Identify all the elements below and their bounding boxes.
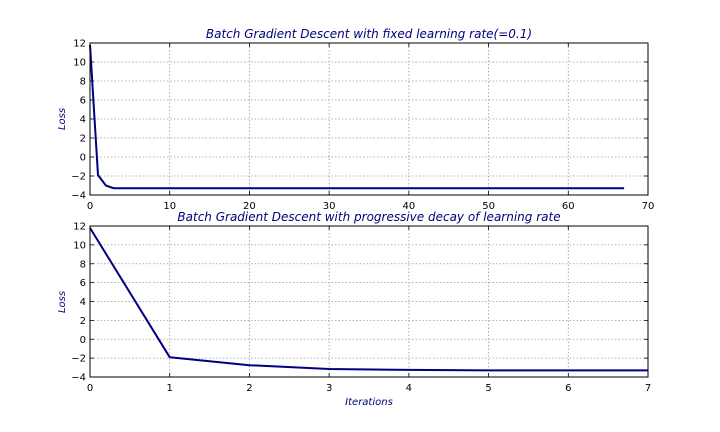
chart-title: Batch Gradient Descent with fixed learni…: [206, 27, 532, 41]
subplot-top: Batch Gradient Descent with fixed learni…: [57, 27, 654, 212]
y-tick-label: 8: [80, 259, 86, 270]
x-tick-label: 50: [482, 201, 495, 212]
grid: [90, 43, 648, 195]
x-tick-label: 10: [163, 201, 176, 212]
y-tick-label: 6: [80, 278, 86, 289]
x-tick-label: 30: [323, 201, 336, 212]
x-tick-label: 7: [645, 383, 651, 394]
y-tick-label: −4: [71, 191, 86, 202]
x-tick-label: 60: [562, 201, 575, 212]
y-tick-label: 8: [80, 77, 86, 88]
y-tick-label: 4: [80, 115, 86, 126]
plot-frame: [89, 42, 649, 196]
y-axis-label: Loss: [57, 291, 68, 313]
x-tick-label: 6: [565, 383, 571, 394]
series-layer: [89, 44, 625, 190]
x-tick-label: 2: [246, 383, 252, 394]
y-tick-label: 12: [73, 222, 86, 233]
grid: [90, 226, 648, 377]
y-tick-label: −2: [71, 354, 86, 365]
chart-title: Batch Gradient Descent with progressive …: [177, 210, 560, 224]
x-tick-label: 20: [243, 201, 256, 212]
plot-area: [89, 42, 649, 196]
x-tick-label: 0: [87, 201, 93, 212]
loss-line: [89, 227, 648, 372]
y-tick-label: 2: [80, 316, 86, 327]
y-tick-label: 10: [73, 58, 86, 69]
y-axis-label: Loss: [57, 108, 68, 130]
y-tick-label: 2: [80, 134, 86, 145]
x-tick-label: 1: [167, 383, 173, 394]
x-tick-label: 5: [485, 383, 491, 394]
y-tick-label: 4: [80, 297, 86, 308]
y-tick-label: 0: [80, 153, 86, 164]
y-tick-label: −4: [71, 373, 86, 384]
x-tick-label: 70: [642, 201, 655, 212]
y-tick-label: 0: [80, 335, 86, 346]
series-layer: [89, 227, 648, 372]
x-tick-label: 3: [326, 383, 332, 394]
x-tick-label: 4: [406, 383, 412, 394]
x-axis-label: Iterations: [345, 397, 393, 408]
subplot-bottom: Batch Gradient Descent with progressive …: [57, 210, 651, 408]
y-tick-label: −2: [71, 172, 86, 183]
y-tick-label: 10: [73, 240, 86, 251]
loss-line: [89, 44, 625, 190]
plot-frame: [89, 225, 649, 378]
y-tick-label: 12: [73, 39, 86, 50]
x-tick-label: 0: [87, 383, 93, 394]
plot-area: [89, 225, 649, 378]
y-tick-label: 6: [80, 96, 86, 107]
x-tick-label: 40: [402, 201, 415, 212]
